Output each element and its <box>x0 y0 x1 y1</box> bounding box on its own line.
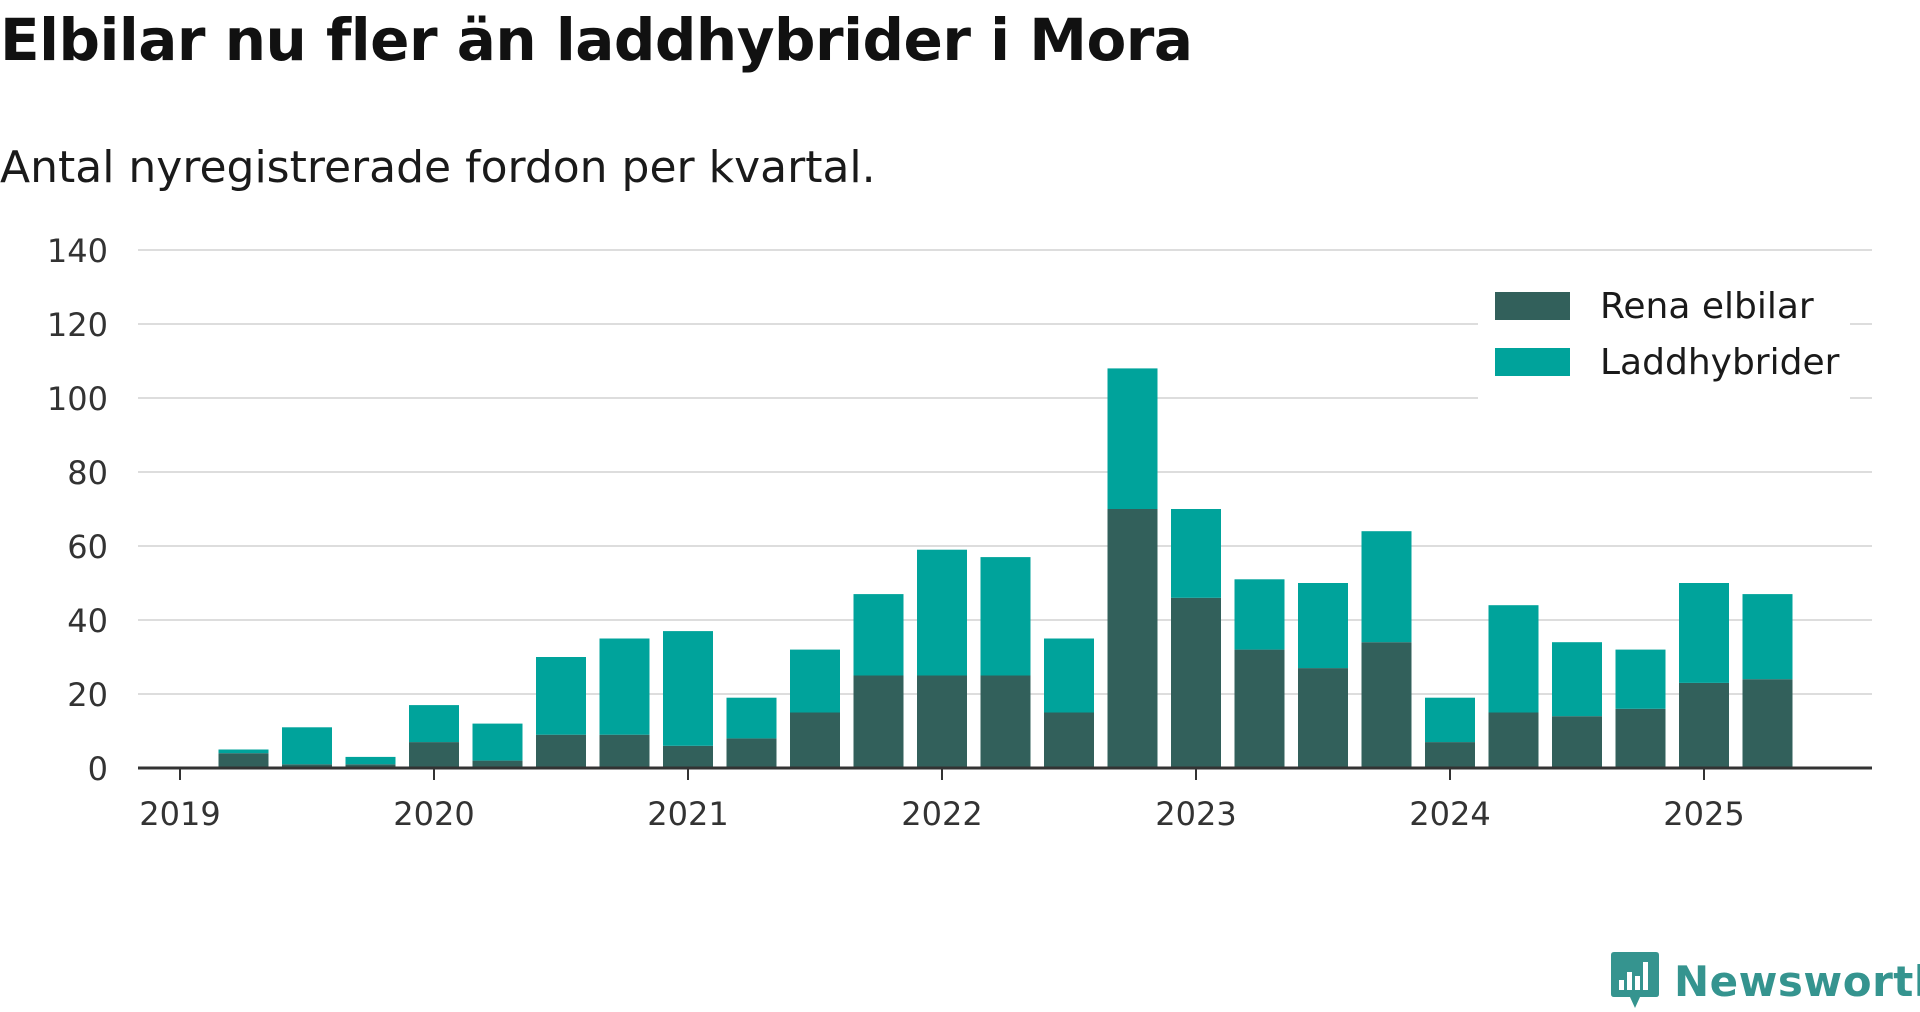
bar-laddhybrider[interactable]: 2021 Q3 – Laddhybrider: 17 <box>790 649 840 713</box>
brand-name: Newsworthy <box>1674 956 1920 1006</box>
bar-rena-elbilar[interactable]: 2023 Q4 – Rena elbilar: 34 <box>1361 642 1412 768</box>
bar-rena-elbilar[interactable]: 2023 Q3 – Rena elbilar: 27 <box>1298 668 1348 768</box>
x-tick-label: 2025 <box>1663 795 1744 833</box>
bar-rena-elbilar[interactable]: 2020 Q2 – Rena elbilar: 2 <box>472 760 523 768</box>
bars: 2019 Q2 – Rena elbilar: 42019 Q2 – Laddh… <box>218 368 1793 769</box>
bar-laddhybrider[interactable]: 2021 Q1 – Laddhybrider: 31 <box>663 631 713 746</box>
x-tick-label: 2022 <box>901 795 982 833</box>
y-tick-label: 80 <box>67 454 108 492</box>
newsworthy-logo[interactable]: Newsworthy <box>1610 950 1920 1012</box>
bar-rena-elbilar[interactable]: 2020 Q4 – Rena elbilar: 9 <box>599 734 650 768</box>
y-tick-label: 100 <box>47 380 108 418</box>
x-axis: 2019 2020 2021 2022 2023 2024 2025 <box>138 766 1872 833</box>
legend-swatch <box>1495 292 1570 320</box>
bar-rena-elbilar[interactable]: 2019 Q3 – Rena elbilar: 1 <box>282 764 332 768</box>
bar-laddhybrider[interactable]: 2025 Q1 – Laddhybrider: 27 <box>1679 583 1729 683</box>
bar-rena-elbilar[interactable]: 2019 Q2 – Rena elbilar: 4 <box>218 753 269 768</box>
bar-rena-elbilar[interactable]: 2022 Q1 – Rena elbilar: 25 <box>917 675 967 769</box>
bar-laddhybrider[interactable]: 2023 Q4 – Laddhybrider: 30 <box>1361 531 1412 643</box>
x-tick-label: 2024 <box>1409 795 1490 833</box>
bar-laddhybrider[interactable]: 2024 Q2 – Laddhybrider: 29 <box>1488 605 1539 713</box>
bar-rena-elbilar[interactable]: 2024 Q3 – Rena elbilar: 14 <box>1552 716 1602 768</box>
chart-title: Elbilar nu fler än laddhybrider i Mora <box>0 6 1193 74</box>
bar-laddhybrider[interactable]: 2022 Q2 – Laddhybrider: 32 <box>980 557 1031 676</box>
bar-rena-elbilar[interactable]: 2022 Q3 – Rena elbilar: 15 <box>1044 712 1094 769</box>
bar-rena-elbilar[interactable]: 2022 Q2 – Rena elbilar: 25 <box>980 675 1031 769</box>
bar-rena-elbilar[interactable]: 2023 Q2 – Rena elbilar: 32 <box>1234 649 1285 768</box>
legend-label[interactable]: Laddhybrider <box>1600 342 1840 383</box>
bar-rena-elbilar[interactable]: 2020 Q3 – Rena elbilar: 9 <box>536 734 586 768</box>
newsworthy-logo-icon <box>1611 952 1659 1008</box>
bar-laddhybrider[interactable]: 2022 Q3 – Laddhybrider: 20 <box>1044 638 1094 713</box>
bar-rena-elbilar[interactable]: 2019 Q4 – Rena elbilar: 1 <box>345 764 396 768</box>
bar-rena-elbilar[interactable]: 2025 Q2 – Rena elbilar: 24 <box>1742 679 1793 768</box>
bar-rena-elbilar[interactable]: 2021 Q1 – Rena elbilar: 6 <box>663 745 713 768</box>
bar-rena-elbilar[interactable]: 2021 Q2 – Rena elbilar: 8 <box>726 738 777 768</box>
bar-laddhybrider[interactable]: 2023 Q1 – Laddhybrider: 24 <box>1171 509 1221 598</box>
bar-laddhybrider[interactable]: 2023 Q3 – Laddhybrider: 23 <box>1298 583 1348 669</box>
stacked-bar-chart: 0 20 40 60 80 100 120 140 2019 Q2 – Rena elbila… <box>47 232 1872 833</box>
chart-subtitle: Antal nyregistrerade fordon per kvartal. <box>0 142 876 193</box>
bar-laddhybrider[interactable]: 2021 Q4 – Laddhybrider: 22 <box>853 594 904 676</box>
bar-rena-elbilar[interactable]: 2024 Q1 – Rena elbilar: 7 <box>1425 742 1475 768</box>
bar-rena-elbilar[interactable]: 2024 Q2 – Rena elbilar: 15 <box>1488 712 1539 769</box>
legend: Rena elbilar Laddhybrider <box>1478 280 1850 400</box>
legend-label[interactable]: Rena elbilar <box>1600 286 1814 327</box>
x-tick-label: 2019 <box>139 795 220 833</box>
bar-rena-elbilar[interactable]: 2024 Q4 – Rena elbilar: 16 <box>1615 708 1666 768</box>
bar-rena-elbilar[interactable]: 2021 Q4 – Rena elbilar: 25 <box>853 675 904 769</box>
y-tick-label: 0 <box>88 750 108 788</box>
bar-laddhybrider[interactable]: 2024 Q4 – Laddhybrider: 16 <box>1615 649 1666 709</box>
x-tick-label: 2023 <box>1155 795 1236 833</box>
y-tick-label: 140 <box>47 232 108 270</box>
bar-laddhybrider[interactable]: 2019 Q3 – Laddhybrider: 10 <box>282 727 332 765</box>
bar-rena-elbilar[interactable]: 2023 Q1 – Rena elbilar: 46 <box>1171 597 1221 768</box>
bar-laddhybrider[interactable]: 2023 Q2 – Laddhybrider: 19 <box>1234 579 1285 650</box>
y-tick-label: 60 <box>67 528 108 566</box>
bar-rena-elbilar[interactable]: 2020 Q1 – Rena elbilar: 7 <box>409 742 459 768</box>
bar-laddhybrider[interactable]: 2025 Q2 – Laddhybrider: 23 <box>1742 594 1793 680</box>
bar-laddhybrider[interactable]: 2024 Q1 – Laddhybrider: 12 <box>1425 697 1475 743</box>
bar-laddhybrider[interactable]: 2020 Q4 – Laddhybrider: 26 <box>599 638 650 735</box>
bar-laddhybrider[interactable]: 2021 Q2 – Laddhybrider: 11 <box>726 697 777 739</box>
y-axis-ticks: 0 20 40 60 80 100 120 140 <box>47 232 108 788</box>
y-tick-label: 20 <box>67 676 108 714</box>
y-tick-label: 120 <box>47 306 108 344</box>
bar-laddhybrider[interactable]: 2020 Q2 – Laddhybrider: 10 <box>472 723 523 761</box>
bar-rena-elbilar[interactable]: 2021 Q3 – Rena elbilar: 15 <box>790 712 840 769</box>
x-tick-label: 2021 <box>647 795 728 833</box>
bar-laddhybrider[interactable]: 2022 Q4 – Laddhybrider: 38 <box>1107 368 1158 509</box>
bar-laddhybrider[interactable]: 2020 Q3 – Laddhybrider: 21 <box>536 657 586 735</box>
bar-laddhybrider[interactable]: 2019 Q2 – Laddhybrider: 1 <box>218 749 269 754</box>
bar-rena-elbilar[interactable]: 2025 Q1 – Rena elbilar: 23 <box>1679 682 1729 768</box>
bar-laddhybrider[interactable]: 2022 Q1 – Laddhybrider: 34 <box>917 549 967 676</box>
bar-laddhybrider[interactable]: 2019 Q4 – Laddhybrider: 2 <box>345 756 396 765</box>
legend-swatch <box>1495 348 1570 376</box>
x-tick-label: 2020 <box>393 795 474 833</box>
bar-rena-elbilar[interactable]: 2022 Q4 – Rena elbilar: 70 <box>1107 509 1158 768</box>
y-tick-label: 40 <box>67 602 108 640</box>
bar-laddhybrider[interactable]: 2020 Q1 – Laddhybrider: 10 <box>409 705 459 743</box>
bar-laddhybrider[interactable]: 2024 Q3 – Laddhybrider: 20 <box>1552 642 1602 717</box>
